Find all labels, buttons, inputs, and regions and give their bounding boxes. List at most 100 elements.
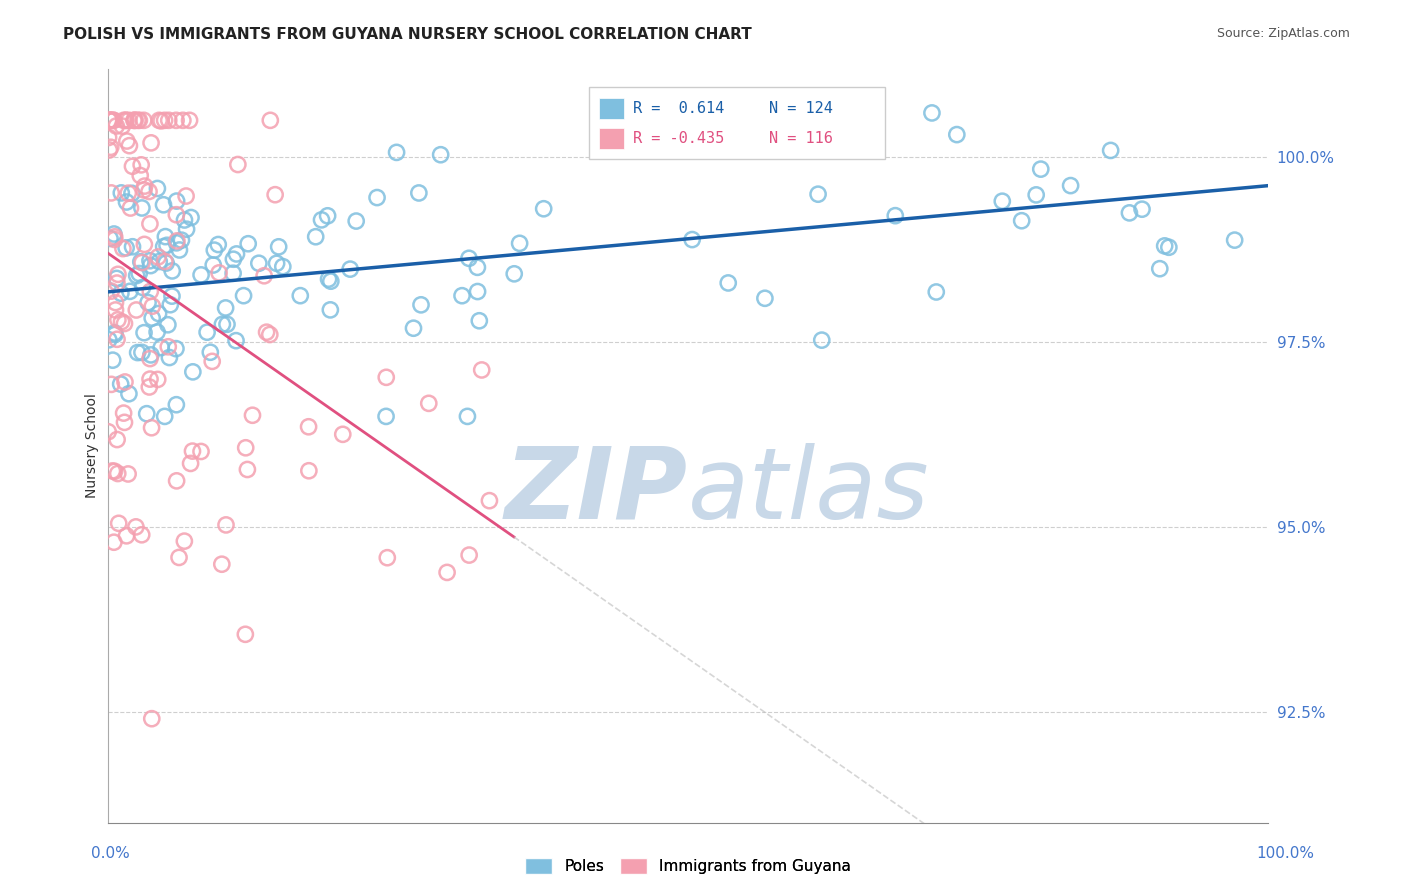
Point [717, 276, 740, 290]
Point [155, 256, 177, 270]
Point [754, 291, 776, 305]
Point [253, 268, 276, 283]
Text: N = 124: N = 124 [769, 101, 834, 116]
Point [215, 318, 238, 332]
Point [139, 348, 162, 362]
Point [471, 363, 494, 377]
Point [124, 113, 146, 128]
Point [124, 113, 146, 128]
Point [131, 528, 153, 542]
Point [195, 325, 218, 339]
Point [264, 187, 287, 202]
Point [114, 317, 136, 331]
Point [1029, 162, 1052, 177]
Text: R =  0.614: R = 0.614 [634, 101, 724, 116]
Point [1059, 178, 1081, 193]
Point [129, 158, 152, 172]
Point [101, 464, 124, 478]
Point [139, 372, 162, 386]
Point [775, 106, 797, 120]
Point [103, 227, 125, 241]
Point [160, 289, 183, 303]
Point [107, 516, 129, 531]
Point [97, 130, 120, 145]
Point [139, 217, 162, 231]
Point [157, 113, 180, 128]
Point [181, 365, 204, 379]
Point [385, 145, 408, 160]
Point [256, 325, 278, 339]
Point [118, 138, 141, 153]
Point [120, 201, 142, 215]
Point [991, 194, 1014, 209]
Point [225, 334, 247, 348]
Point [478, 493, 501, 508]
Point [166, 234, 188, 248]
Point [110, 286, 132, 301]
Point [1149, 261, 1171, 276]
Point [1118, 206, 1140, 220]
Point [97, 333, 120, 347]
Point [148, 113, 170, 128]
Point [141, 299, 163, 313]
Point [458, 252, 481, 266]
Point [266, 256, 288, 270]
Point [166, 474, 188, 488]
Point [115, 134, 138, 148]
Point [103, 535, 125, 549]
Point [138, 380, 160, 394]
Point [150, 113, 173, 128]
Point [114, 415, 136, 429]
Point [305, 229, 328, 244]
Point [165, 342, 187, 356]
Point [222, 252, 245, 267]
Point [105, 332, 128, 346]
Text: N = 116: N = 116 [769, 131, 834, 146]
Point [436, 566, 458, 580]
Point [132, 113, 155, 128]
Point [100, 140, 122, 154]
Legend: Poles, Immigrants from Guyana: Poles, Immigrants from Guyana [519, 852, 858, 880]
Point [226, 157, 249, 171]
Point [139, 285, 162, 299]
Point [165, 113, 187, 128]
Point [235, 627, 257, 641]
Text: R = -0.435: R = -0.435 [634, 131, 724, 146]
Point [103, 113, 125, 128]
Point [129, 255, 152, 269]
Point [146, 325, 169, 339]
Point [159, 298, 181, 312]
Point [451, 289, 474, 303]
Point [118, 285, 141, 299]
Point [125, 520, 148, 534]
Point [153, 409, 176, 424]
Point [153, 113, 176, 128]
Point [215, 517, 238, 532]
Point [115, 241, 138, 255]
Text: POLISH VS IMMIGRANTS FROM GUYANA NURSERY SCHOOL CORRELATION CHART: POLISH VS IMMIGRANTS FROM GUYANA NURSERY… [63, 27, 752, 42]
Point [311, 212, 333, 227]
Point [110, 377, 132, 392]
Point [1025, 187, 1047, 202]
Point [201, 354, 224, 368]
Point [332, 427, 354, 442]
Text: atlas: atlas [688, 442, 929, 540]
Point [132, 326, 155, 340]
Point [418, 396, 440, 410]
Point [190, 268, 212, 282]
Point [225, 247, 247, 261]
Point [172, 113, 194, 128]
Point [259, 113, 281, 128]
Point [100, 113, 122, 128]
Point [174, 189, 197, 203]
Point [946, 128, 969, 142]
Point [751, 106, 773, 120]
Point [135, 407, 157, 421]
Point [176, 222, 198, 236]
Point [156, 318, 179, 332]
Point [136, 295, 159, 310]
Point [110, 315, 132, 329]
Point [103, 232, 125, 246]
Point [153, 254, 176, 268]
Point [98, 143, 121, 157]
